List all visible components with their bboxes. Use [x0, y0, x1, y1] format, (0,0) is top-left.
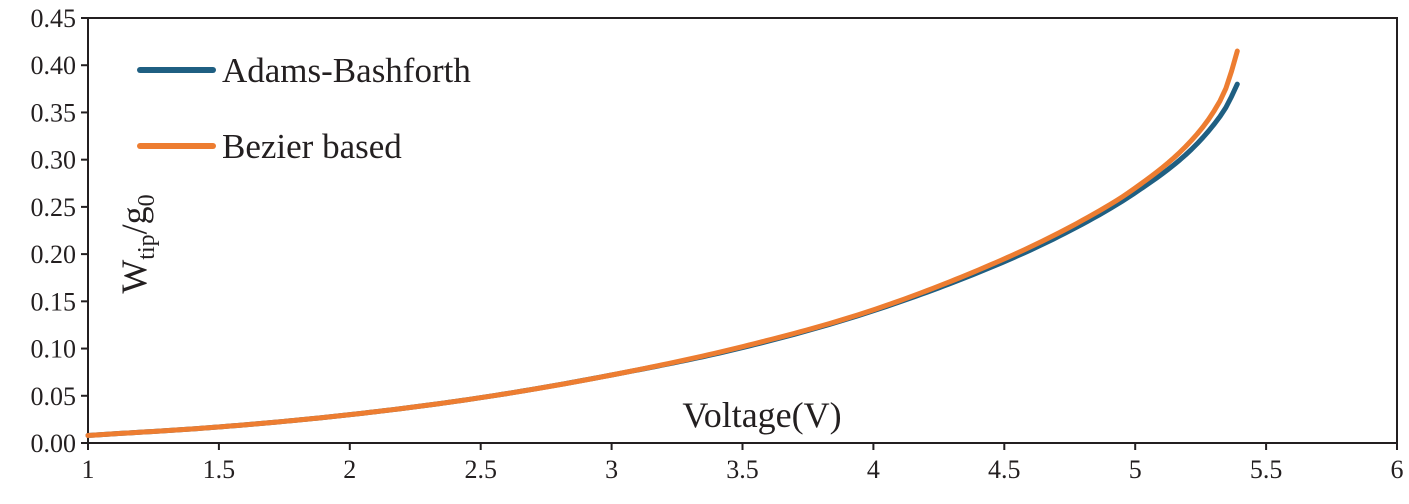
- y-tick-label: 0.00: [31, 429, 77, 458]
- y-tick-label: 0.25: [31, 193, 77, 222]
- series-line-bezier-based: [85, 48, 1240, 438]
- x-tick-label: 3.5: [726, 455, 759, 484]
- y-tick-label: 0.45: [31, 4, 77, 33]
- x-tick-label: 4.5: [988, 455, 1021, 484]
- legend: Adams-Bashforth Bezier based: [137, 51, 471, 166]
- legend-label-bezier-based: Bezier based: [222, 127, 402, 166]
- x-axis: 1 1.5 2 2.5 3 3.5 4 4.5 5 5.5 6: [82, 443, 1404, 484]
- y-axis-title-main: W: [114, 260, 154, 294]
- y-tick-label: 0.40: [31, 51, 77, 80]
- y-tick-label: 0.30: [31, 146, 77, 175]
- y-tick-label: 0.10: [31, 335, 77, 364]
- y-tick-label: 0.20: [31, 240, 77, 269]
- y-axis-title: Wtip/g0: [114, 194, 160, 293]
- x-tick-label: 2.5: [464, 455, 497, 484]
- y-axis: 0.00 0.05 0.10 0.15 0.20 0.25 0.30 0.35 0.40 0.45: [31, 4, 88, 458]
- series-layer: [85, 48, 1240, 438]
- x-tick-label: 1: [82, 455, 95, 484]
- legend-label-adams-bashforth: Adams-Bashforth: [222, 51, 471, 90]
- x-axis-title: Voltage(V): [682, 395, 841, 435]
- y-axis-title-mid: /g: [114, 206, 154, 234]
- x-tick-label: 4: [867, 455, 880, 484]
- x-tick-label: 1.5: [203, 455, 236, 484]
- y-tick-label: 0.35: [31, 98, 77, 127]
- x-tick-label: 5: [1129, 455, 1142, 484]
- x-tick-label: 6: [1391, 455, 1404, 484]
- y-axis-title-sub-zero: 0: [134, 194, 160, 206]
- x-tick-label: 3: [605, 455, 618, 484]
- y-axis-title-sub-tip: tip: [134, 234, 160, 259]
- y-tick-label: 0.05: [31, 382, 77, 411]
- x-tick-label: 2: [343, 455, 356, 484]
- x-tick-label: 5.5: [1250, 455, 1283, 484]
- y-tick-label: 0.15: [31, 287, 77, 316]
